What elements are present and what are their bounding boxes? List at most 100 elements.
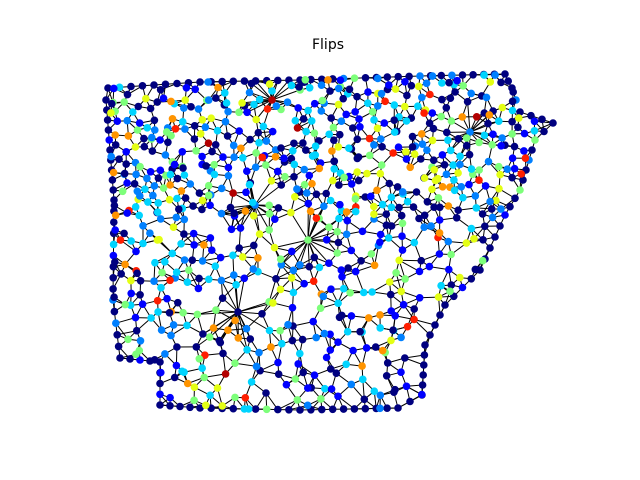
graph-node — [239, 154, 247, 162]
graph-node — [446, 287, 454, 296]
graph-node — [326, 365, 335, 373]
graph-node — [304, 106, 312, 115]
graph-node — [110, 201, 119, 210]
graph-node — [248, 198, 257, 207]
graph-node — [196, 404, 204, 412]
graph-node — [156, 390, 164, 399]
graph-node — [182, 84, 191, 92]
graph-node — [262, 389, 270, 397]
graph-node — [268, 87, 276, 95]
graph-node — [263, 105, 272, 113]
graph-edge — [233, 275, 239, 313]
graph-node — [136, 337, 145, 345]
graph-node — [132, 350, 140, 359]
graph-node — [437, 281, 445, 290]
graph-node — [401, 275, 409, 283]
graph-node — [113, 331, 121, 339]
graph-node — [342, 110, 351, 119]
graph-node — [510, 142, 519, 151]
graph-node — [204, 191, 213, 200]
graph-node — [138, 300, 147, 309]
graph-node — [383, 404, 391, 413]
graph-node — [139, 222, 147, 230]
graph-node — [491, 233, 499, 241]
graph-node — [445, 78, 453, 87]
graph-node — [129, 108, 137, 116]
graph-node — [508, 130, 516, 138]
graph-node — [107, 109, 115, 117]
graph-node — [389, 149, 397, 157]
graph-node — [271, 215, 279, 223]
graph-node — [427, 222, 435, 230]
graph-node — [317, 107, 326, 115]
graph-node — [107, 152, 115, 161]
graph-node — [268, 127, 277, 136]
graph-node — [177, 240, 185, 248]
graph-node — [209, 324, 218, 332]
graph-node — [131, 313, 140, 322]
graph-node — [289, 266, 298, 275]
graph-node — [221, 89, 229, 97]
graph-node — [515, 114, 523, 122]
graph-node — [277, 144, 285, 152]
graph-node — [154, 308, 162, 316]
graph-node — [251, 163, 260, 172]
graph-node — [216, 253, 225, 262]
graph-node — [231, 359, 239, 368]
graph-node — [350, 74, 359, 82]
graph-node — [190, 241, 198, 249]
graph-node — [106, 146, 114, 154]
graph-node — [344, 264, 352, 272]
graph-node — [431, 321, 439, 329]
graph-node — [156, 215, 165, 223]
graph-node — [111, 226, 119, 234]
graph-node — [200, 373, 208, 382]
graph-node — [219, 349, 227, 358]
graph-node — [229, 251, 237, 260]
graph-node — [410, 315, 418, 324]
graph-node — [173, 343, 181, 351]
graph-node — [410, 150, 419, 158]
graph-node — [272, 275, 280, 283]
graph-node — [454, 169, 462, 177]
graph-node — [501, 211, 509, 219]
graph-node — [403, 197, 412, 206]
graph-node — [154, 174, 163, 182]
graph-node — [300, 165, 309, 174]
graph-node — [435, 229, 444, 237]
graph-node — [252, 149, 260, 157]
graph-node — [262, 405, 271, 414]
graph-node — [122, 148, 130, 156]
graph-node — [127, 82, 135, 91]
graph-node — [318, 75, 326, 84]
graph-node — [229, 404, 238, 413]
graph-node — [408, 143, 417, 151]
graph-node — [304, 199, 313, 208]
graph-node — [370, 202, 378, 211]
graph-node — [126, 355, 134, 363]
graph-node — [310, 129, 319, 137]
graph-node — [287, 154, 296, 163]
graph-node — [451, 88, 459, 96]
graph-node — [108, 176, 117, 184]
graph-node — [406, 397, 414, 406]
graph-node — [442, 170, 451, 179]
graph-node — [180, 230, 188, 238]
graph-node — [459, 193, 467, 202]
graph-node — [274, 358, 282, 367]
graph-node — [242, 324, 251, 333]
graph-node — [503, 165, 512, 173]
graph-node — [303, 189, 311, 197]
graph-node — [444, 202, 453, 210]
graph-node — [204, 139, 213, 147]
graph-node — [418, 381, 427, 389]
graph-node — [318, 405, 326, 414]
graph-node — [112, 319, 120, 328]
graph-node — [481, 222, 489, 231]
graph-node — [104, 84, 112, 92]
graph-node — [467, 89, 476, 98]
graph-node — [180, 256, 189, 264]
graph-node — [299, 368, 308, 377]
graph-node — [194, 284, 203, 293]
graph-node — [354, 153, 363, 161]
